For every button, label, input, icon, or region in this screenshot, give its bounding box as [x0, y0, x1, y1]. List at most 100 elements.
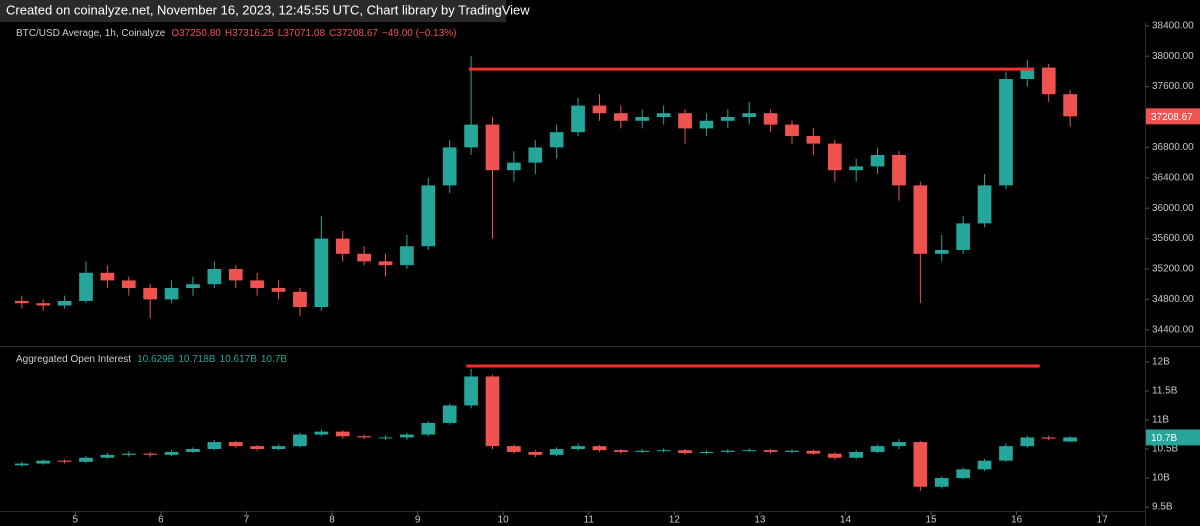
candle-body — [36, 460, 51, 464]
legend-name: Aggregated Open Interest — [16, 354, 131, 365]
legend-value: C37208.67 — [329, 28, 378, 39]
candle-body — [999, 446, 1013, 461]
candle-body — [849, 166, 864, 171]
y-tick-label: 12B — [1152, 357, 1170, 368]
candle-body — [335, 431, 350, 437]
candle-body — [977, 185, 992, 224]
candle-body — [186, 449, 200, 452]
candle-body — [121, 280, 136, 288]
candle-body — [250, 280, 265, 288]
candle-body — [464, 376, 478, 406]
candle-body — [720, 450, 735, 452]
candle-body — [36, 303, 51, 306]
candle-body — [1020, 437, 1035, 447]
candle-body — [849, 451, 864, 458]
candles — [14, 56, 1077, 319]
candle-body — [571, 446, 585, 450]
y-tick-label: 35200.00 — [1152, 264, 1194, 275]
candle-body — [742, 113, 757, 117]
legend: Aggregated Open Interest 10.629B 10.718B 10… — [16, 354, 287, 365]
candle-body — [485, 124, 500, 171]
y-tick-label: 37600.00 — [1152, 81, 1194, 92]
candle-body — [143, 288, 158, 300]
x-tick-label: 10 — [498, 515, 510, 526]
candle-body — [186, 284, 200, 288]
candle-body — [592, 105, 607, 114]
y-tick-label: 11B — [1152, 415, 1169, 426]
legend-value: H37316.25 — [225, 28, 274, 39]
candle-body — [271, 446, 286, 450]
candle-body — [271, 288, 286, 292]
y-tick-label: 34400.00 — [1152, 324, 1194, 335]
candle-body — [57, 460, 72, 462]
x-tick-label: 13 — [754, 515, 766, 526]
candle-body — [400, 434, 414, 438]
x-tick-label: 11 — [584, 515, 595, 526]
candle-body — [207, 442, 222, 450]
x-tick-label: 9 — [415, 515, 421, 526]
candle-body — [913, 442, 928, 487]
candle-body — [100, 454, 115, 458]
x-tick-label: 17 — [1097, 515, 1109, 526]
candle-body — [314, 431, 329, 435]
candle-body — [635, 117, 650, 121]
candle-body — [79, 457, 93, 462]
legend-value: 10.718B — [178, 354, 216, 365]
candle-body — [207, 269, 222, 285]
x-tick-label: 16 — [1011, 515, 1023, 526]
last-value-tag — [1146, 429, 1200, 446]
candle-body — [228, 442, 243, 447]
x-tick-label: 6 — [158, 515, 164, 526]
candle-body — [79, 272, 93, 301]
y-tick-label: 38000.00 — [1152, 51, 1194, 62]
legend-value: −49.00 (−0.13%) — [382, 28, 457, 39]
candle-body — [571, 105, 585, 133]
candle-body — [720, 117, 735, 121]
candle-body — [421, 422, 436, 435]
candle-body — [999, 79, 1013, 186]
candle-body — [763, 450, 778, 452]
header-text: Created on coinalyze.net, November 16, 2… — [6, 2, 530, 17]
candle-body — [164, 288, 179, 300]
x-tick-label: 14 — [840, 515, 852, 526]
candle-body — [699, 120, 714, 129]
candle-body — [870, 446, 885, 452]
x-tick-label: 12 — [669, 515, 681, 526]
y-tick-label: 34800.00 — [1152, 294, 1194, 305]
candle-body — [1063, 437, 1077, 442]
candle-body — [528, 147, 543, 163]
legend-value: 10.617B — [220, 354, 258, 365]
candle-body — [250, 446, 265, 450]
last-value-label: 10.7B — [1151, 433, 1177, 444]
legend-value: 10.629B — [137, 354, 175, 365]
y-tick-label: 38400.00 — [1152, 20, 1194, 31]
y-tick-label: 36000.00 — [1152, 203, 1194, 214]
last-value-tag — [1146, 108, 1200, 125]
candle-body — [378, 261, 393, 266]
candle-body — [614, 450, 628, 452]
candle-body — [827, 453, 842, 458]
candle-body — [678, 113, 692, 129]
candle-body — [742, 450, 757, 452]
candle-body — [357, 436, 371, 438]
candle-body — [934, 478, 949, 487]
y-tick-label: 35600.00 — [1152, 233, 1194, 244]
candle-body — [956, 469, 970, 479]
candle-body — [1063, 94, 1077, 117]
candle-body — [293, 434, 307, 447]
candle-body — [913, 185, 928, 254]
candles — [14, 368, 1077, 491]
y-tick-label: 11.5B — [1152, 386, 1178, 397]
legend-name: BTC/USD Average, 1h, Coinalyze — [16, 28, 166, 39]
candle-body — [699, 451, 714, 454]
x-tick-label: 5 — [73, 515, 79, 526]
y-tick-label: 36400.00 — [1152, 172, 1194, 183]
candle-body — [1041, 67, 1056, 95]
candle-body — [614, 113, 628, 121]
candle-body — [785, 450, 799, 452]
candle-body — [1041, 437, 1056, 439]
candle-body — [357, 253, 371, 262]
candle-body — [293, 291, 307, 307]
